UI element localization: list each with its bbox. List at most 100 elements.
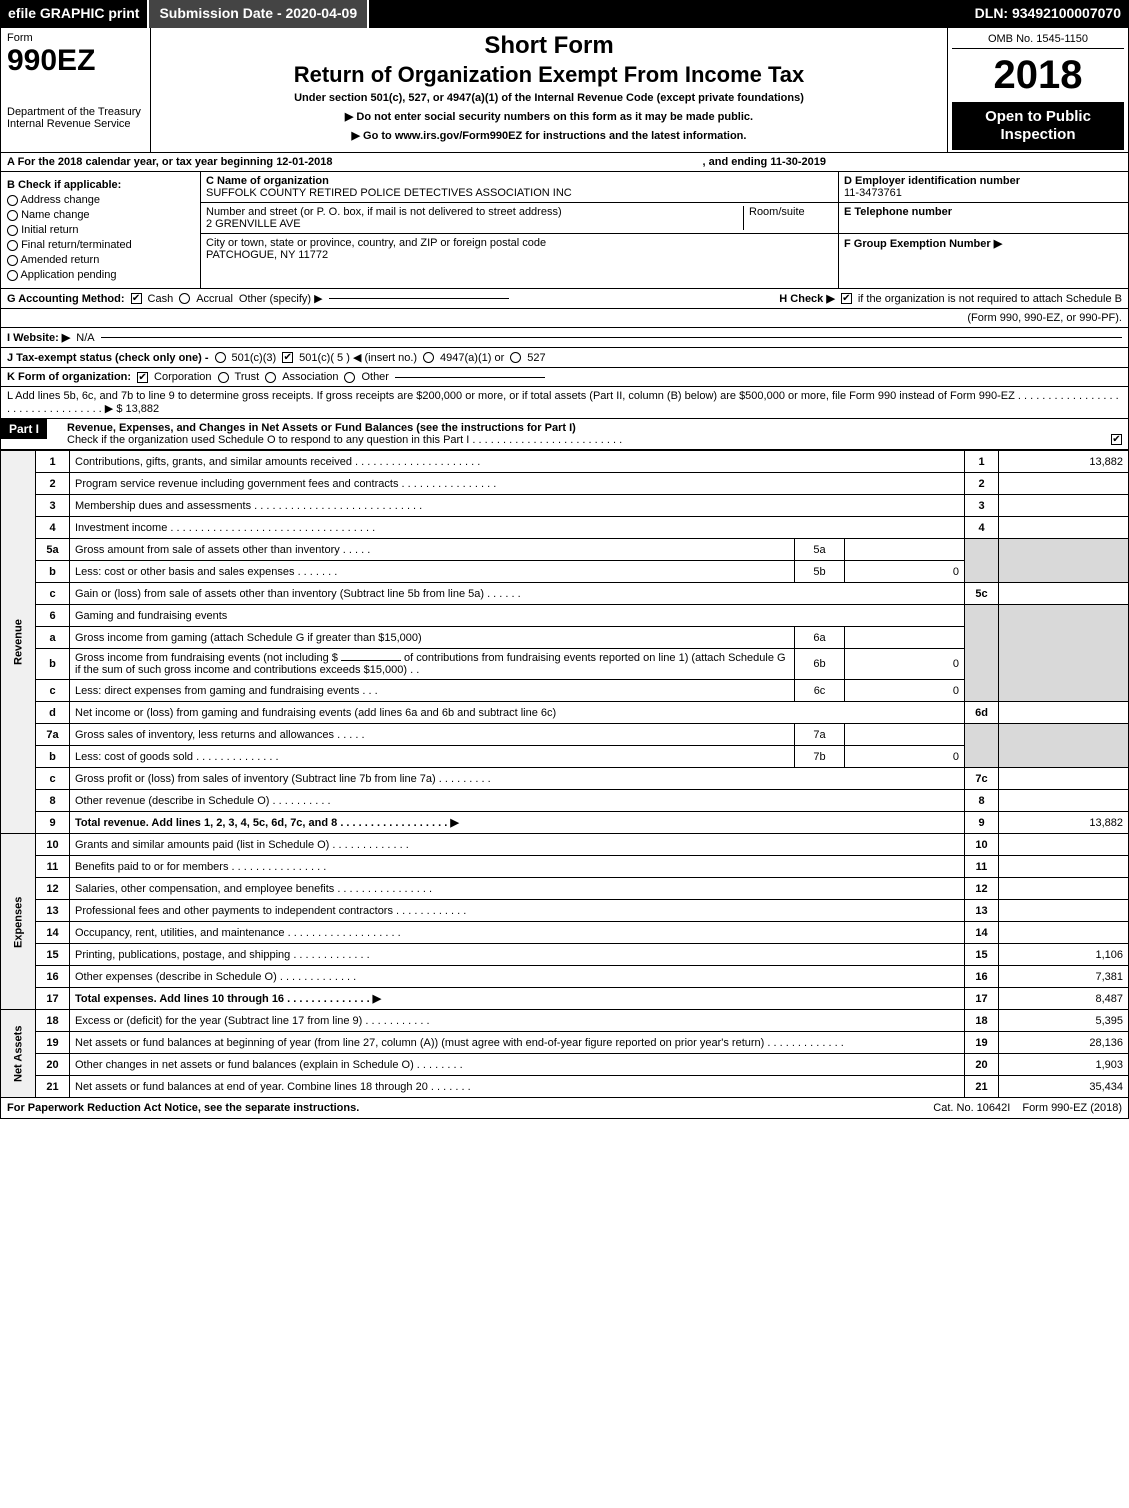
- cb-4947[interactable]: [423, 352, 434, 363]
- org-name: SUFFOLK COUNTY RETIRED POLICE DETECTIVES…: [206, 187, 833, 199]
- line-13-num: 13: [36, 900, 70, 922]
- line-5b-mid: 5b: [795, 561, 845, 583]
- line-18-desc: Excess or (deficit) for the year (Subtra…: [70, 1010, 965, 1032]
- line-12-rn: 12: [965, 878, 999, 900]
- line-6d-amt: [999, 702, 1129, 724]
- line-5b-desc: Less: cost or other basis and sales expe…: [70, 561, 795, 583]
- footer-mid: Cat. No. 10642I: [927, 1098, 1016, 1118]
- line-4-num: 4: [36, 517, 70, 539]
- cb-501c3[interactable]: [215, 352, 226, 363]
- line-7b-mid: 7b: [795, 746, 845, 768]
- go-to-link[interactable]: ▶ Go to www.irs.gov/Form990EZ for instru…: [157, 129, 941, 142]
- line-7a-midamt: [845, 724, 965, 746]
- row-h-cont: (Form 990, 990-EZ, or 990-PF).: [0, 309, 1129, 328]
- g-other: Other (specify) ▶: [239, 292, 323, 305]
- org-address: 2 GRENVILLE AVE: [206, 218, 743, 230]
- line-5a-desc: Gross amount from sale of assets other t…: [70, 539, 795, 561]
- cb-application-pending[interactable]: Application pending: [7, 269, 194, 281]
- lines-table: Revenue 1 Contributions, gifts, grants, …: [0, 450, 1129, 1098]
- cb-name-change[interactable]: Name change: [7, 209, 194, 221]
- k-trust: Trust: [235, 371, 260, 383]
- cb-assoc[interactable]: [265, 372, 276, 383]
- efile-print-label[interactable]: efile GRAPHIC print: [0, 0, 147, 28]
- line-4-rn: 4: [965, 517, 999, 539]
- line-16-num: 16: [36, 966, 70, 988]
- line-7a-desc: Gross sales of inventory, less returns a…: [70, 724, 795, 746]
- line-14-rn: 14: [965, 922, 999, 944]
- line-5b-midamt: 0: [845, 561, 965, 583]
- city-label: City or town, state or province, country…: [206, 237, 833, 249]
- k-other-line[interactable]: [395, 377, 545, 378]
- line-21-num: 21: [36, 1076, 70, 1098]
- line-2-amt: [999, 473, 1129, 495]
- cb-initial-return[interactable]: Initial return: [7, 224, 194, 236]
- g-other-input[interactable]: [329, 298, 509, 299]
- grey-5-amt: [999, 539, 1129, 583]
- f-label: F Group Exemption Number ▶: [844, 237, 1123, 250]
- cb-corp[interactable]: ✔: [137, 372, 148, 383]
- cb-trust[interactable]: [218, 372, 229, 383]
- line-12-num: 12: [36, 878, 70, 900]
- j-527: 527: [527, 352, 545, 364]
- website-value: N/A: [76, 332, 94, 344]
- line-5a-midamt: [845, 539, 965, 561]
- line-1-rn: 1: [965, 451, 999, 473]
- line-19-num: 19: [36, 1032, 70, 1054]
- e-label: E Telephone number: [844, 206, 1123, 218]
- cb-501c[interactable]: ✔: [282, 352, 293, 363]
- line-20-num: 20: [36, 1054, 70, 1076]
- row-a-end: , and ending 11-30-2019: [703, 156, 827, 168]
- line-6b-midamt: 0: [845, 649, 965, 680]
- line-3-num: 3: [36, 495, 70, 517]
- line-11-desc: Benefits paid to or for members . . . . …: [70, 856, 965, 878]
- line-20-desc: Other changes in net assets or fund bala…: [70, 1054, 965, 1076]
- line-12-amt: [999, 878, 1129, 900]
- line-6c-mid: 6c: [795, 680, 845, 702]
- line-21-rn: 21: [965, 1076, 999, 1098]
- line-5a-num: 5a: [36, 539, 70, 561]
- line-6a-mid: 6a: [795, 627, 845, 649]
- revenue-label: Revenue: [1, 451, 36, 834]
- grey-6-amt: [999, 605, 1129, 702]
- line-9-num: 9: [36, 812, 70, 834]
- line-7c-num: c: [36, 768, 70, 790]
- line-7b-num: b: [36, 746, 70, 768]
- row-l-gross: L Add lines 5b, 6c, and 7b to line 9 to …: [0, 387, 1129, 419]
- omb-number: OMB No. 1545-1150: [952, 30, 1124, 49]
- cb-527[interactable]: [510, 352, 521, 363]
- line-6a-midamt: [845, 627, 965, 649]
- grey-5: [965, 539, 999, 583]
- h-text2: if the organization is not required to a…: [858, 293, 1122, 305]
- line-9-desc: Total revenue. Add lines 1, 2, 3, 4, 5c,…: [70, 812, 965, 834]
- line-6c-midamt: 0: [845, 680, 965, 702]
- line-6d-num: d: [36, 702, 70, 724]
- line-1-amt: 13,882: [999, 451, 1129, 473]
- short-form-title: Short Form: [157, 32, 941, 60]
- line-4-amt: [999, 517, 1129, 539]
- line-8-rn: 8: [965, 790, 999, 812]
- footer-left: For Paperwork Reduction Act Notice, see …: [1, 1098, 927, 1118]
- footer-right: Form 990-EZ (2018): [1016, 1098, 1128, 1118]
- line-1-desc: Contributions, gifts, grants, and simila…: [70, 451, 965, 473]
- j-label: J Tax-exempt status (check only one) -: [7, 352, 209, 364]
- form-meta-block: OMB No. 1545-1150 2018 Open to Public In…: [948, 28, 1128, 152]
- line-7c-desc: Gross profit or (loss) from sales of inv…: [70, 768, 965, 790]
- line-14-amt: [999, 922, 1129, 944]
- cb-part1-scho[interactable]: ✔: [1111, 434, 1122, 445]
- line-16-desc: Other expenses (describe in Schedule O) …: [70, 966, 965, 988]
- line-2-rn: 2: [965, 473, 999, 495]
- form-number: 990EZ: [7, 44, 144, 78]
- j-4947: 4947(a)(1) or: [440, 352, 504, 364]
- cb-h[interactable]: ✔: [841, 293, 852, 304]
- line-19-rn: 19: [965, 1032, 999, 1054]
- do-not-enter: ▶ Do not enter social security numbers o…: [157, 110, 941, 123]
- cb-amended-return[interactable]: Amended return: [7, 254, 194, 266]
- cb-address-change[interactable]: Address change: [7, 194, 194, 206]
- cb-accrual[interactable]: [179, 293, 190, 304]
- line-15-amt: 1,106: [999, 944, 1129, 966]
- part-1-title: Revenue, Expenses, and Changes in Net As…: [67, 422, 576, 434]
- line-9-amt: 13,882: [999, 812, 1129, 834]
- cb-other[interactable]: [344, 372, 355, 383]
- cb-cash[interactable]: ✔: [131, 293, 142, 304]
- cb-final-return[interactable]: Final return/terminated: [7, 239, 194, 251]
